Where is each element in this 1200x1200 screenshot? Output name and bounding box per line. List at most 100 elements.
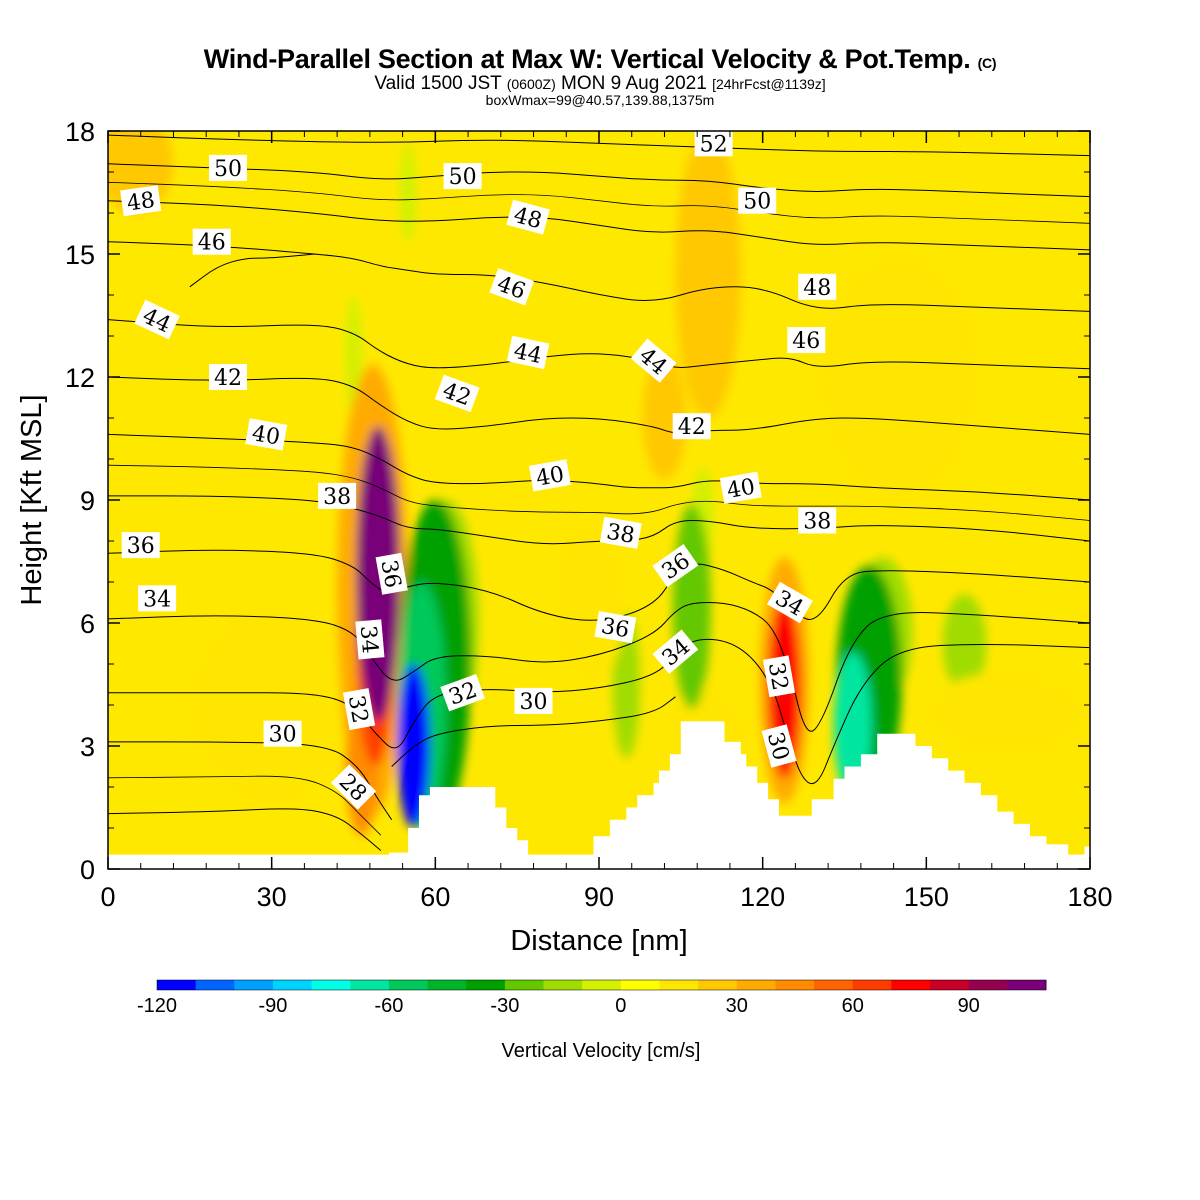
isentrope-label-13: 42 (209, 364, 247, 391)
isentrope-label-31: 32 (440, 673, 485, 712)
isentrope-label-box (263, 720, 302, 747)
isentrope-40-7 (108, 433, 1090, 501)
isentrope-label-25: 34 (138, 585, 177, 612)
colorbar-swatch (930, 980, 970, 990)
terrain-profile (389, 721, 1090, 869)
colorbar-swatch (272, 980, 313, 990)
colorbar-swatch (157, 980, 197, 990)
isentrope-label-22: 36 (121, 532, 160, 559)
isentrope-label-text: 36 (375, 558, 404, 590)
isentrope-label-box (766, 581, 813, 624)
isentrope-label-box (434, 374, 480, 413)
isentrope-label-32: 32 (762, 655, 796, 698)
vertical-velocity-field (108, 131, 1090, 837)
isentrope-label-7: 46 (489, 268, 535, 306)
y-tick-label: 18 (65, 117, 95, 147)
isentrope-label-box (342, 688, 376, 731)
colorbar-tick-label: 30 (726, 995, 748, 1017)
colorbar-frame (156, 979, 1047, 991)
terrain (108, 721, 1090, 869)
isentrope-label-8: 48 (798, 273, 837, 301)
colorbar-swatch (814, 980, 854, 990)
colorbar-tick-label: -90 (259, 995, 288, 1017)
x-tick-label: 0 (100, 882, 115, 912)
isentrope-label-box (330, 764, 377, 810)
colorbar-swatch (620, 980, 660, 990)
w-cell-15 (642, 356, 687, 480)
isentrope-label-0: 50 (209, 154, 247, 182)
isentrope-label-box (443, 163, 482, 190)
isentrope-label-1: 50 (443, 163, 482, 190)
colorbar-swatch (388, 980, 429, 990)
isentrope-label-box (134, 299, 180, 340)
isentrope-label-text: 50 (743, 190, 771, 215)
isentrope-label-text: 36 (127, 534, 155, 559)
colorbar-swatch (736, 980, 776, 990)
y-tick-label: 6 (80, 609, 95, 639)
isentrope-label-text: 40 (250, 421, 282, 450)
valid-zulu: (0600Z) (506, 76, 556, 92)
isentrope-label-26: 34 (355, 619, 385, 660)
isentrope-label-box (798, 273, 837, 300)
y-tick-label: 15 (65, 240, 95, 270)
colorbar-swatch (427, 980, 467, 990)
isentrope-label-text: 40 (725, 474, 757, 503)
y-axis-label: Height [Kft MSL] (16, 394, 48, 605)
x-tick-label: 150 (904, 882, 949, 912)
isentrope-label-box (762, 655, 796, 698)
isentrope-label-text: 46 (792, 329, 820, 354)
isentrope-label-10: 44 (506, 335, 550, 370)
isentrope-label-box (355, 619, 385, 660)
isentrope-label-box (209, 154, 247, 181)
isentrope-label-text: 38 (323, 485, 351, 510)
y-tick-label: 12 (65, 363, 95, 393)
isentrope-label-text: 46 (198, 231, 226, 256)
isentrope-label-text: 38 (803, 510, 831, 535)
y-tick-label: 0 (80, 855, 95, 885)
isentrope-label-box (528, 459, 571, 492)
isentrope-label-2: 52 (694, 131, 733, 157)
colorbar-swatch (195, 980, 235, 990)
isentrope-label-text: 34 (355, 624, 382, 654)
box-wmax-info: boxWmax=99@40.57,139.88,1375m (485, 92, 715, 108)
x-tick-label: 120 (740, 882, 785, 912)
colorbar-swatch (311, 980, 351, 990)
isentrope-label-box (192, 228, 231, 255)
isentrope-label-14: 42 (434, 374, 480, 413)
isentrope-label-text: 44 (511, 339, 544, 369)
isentrope-label-box (506, 199, 550, 235)
terrain-lowland (108, 854, 389, 869)
copyright-mark: (C) (977, 55, 997, 71)
colorbar: -120 -90 -60 -30 0 30 60 90 (137, 979, 1047, 1017)
valid-time: Valid 1500 JST (374, 73, 502, 94)
isentrope-label-text: 30 (269, 723, 297, 748)
isentrope-label-box (245, 418, 288, 451)
isentrope-label-12: 46 (787, 327, 826, 354)
colorbar-tick-label: -60 (374, 995, 403, 1017)
isentrope-label-text: 50 (449, 165, 477, 190)
x-tick-label: 180 (1067, 882, 1112, 912)
w-cell-27 (397, 664, 430, 828)
isentrope-48-11 (108, 200, 1090, 251)
colorbar-swatch (543, 980, 583, 990)
isentrope-label-box (514, 687, 553, 714)
y-tick-label: 3 (80, 732, 95, 762)
w-cell-16 (672, 504, 711, 710)
forecast-run: [24hrFcst@1139z] (712, 76, 826, 92)
isentrope-label-box (121, 532, 160, 559)
colorbar-swatch (891, 980, 931, 990)
colorbar-swatch (466, 980, 506, 990)
isentrope-label-box (599, 516, 642, 549)
colorbar-tick-label: 0 (615, 995, 626, 1017)
isentrope-36-5 (108, 549, 1090, 621)
w-cell-4 (942, 594, 987, 693)
colorbar-tick-label: 90 (958, 995, 980, 1017)
isentrope-label-text: 38 (605, 520, 637, 549)
isentrope-34-4 (108, 601, 1090, 732)
isentrope-label-box (787, 327, 826, 354)
isentrope-28-0 (108, 808, 382, 851)
colorbar-tick-label: -120 (137, 995, 177, 1017)
